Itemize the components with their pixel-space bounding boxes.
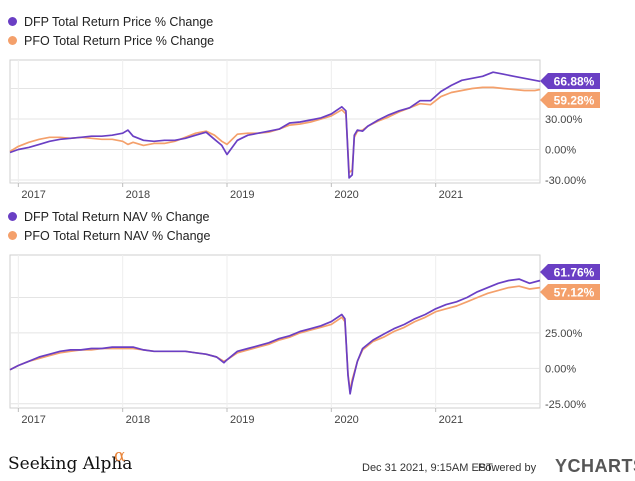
legend-item-pfo-nav[interactable]: PFO Total Return NAV % Change <box>8 226 210 245</box>
end-value-label: 66.88% <box>554 75 595 89</box>
legend-label: PFO Total Return NAV % Change <box>24 228 211 243</box>
y-tick-label: 0.00% <box>545 144 576 156</box>
powered-by-label: Powered by <box>478 462 537 474</box>
series-line-pfo[interactable] <box>9 285 541 392</box>
flag-shape <box>540 73 600 89</box>
y-tick-label: 30.00% <box>545 114 583 126</box>
legend-item-dfp-nav[interactable]: DFP Total Return NAV % Change <box>8 207 210 226</box>
price-chart: -30.00% 0.00% 30.00% 2017 2018 2019 2020 2021 66… <box>9 59 600 201</box>
alpha-logo-icon: α <box>114 446 126 466</box>
ycharts-y-mark: Y <box>555 456 568 476</box>
x-tick-label: 2017 <box>21 414 45 426</box>
end-value-flag: 59.28% <box>540 92 600 108</box>
x-tick-label: 2020 <box>334 189 358 201</box>
x-tick-label: 2020 <box>334 414 358 426</box>
end-value-flag: 57.12% <box>540 284 600 300</box>
legend-top: DFP Total Return Price % Change PFO Tota… <box>8 12 214 50</box>
plot-frame <box>9 59 541 184</box>
y-tick-label: -30.00% <box>545 175 586 187</box>
series-line-dfp[interactable] <box>9 278 541 395</box>
x-tick-label: 2017 <box>21 189 45 201</box>
x-tick-label: 2021 <box>439 414 463 426</box>
y-tick-label: 25.00% <box>545 328 583 340</box>
end-value-label: 59.28% <box>554 94 595 108</box>
x-tick-label: 2019 <box>230 189 254 201</box>
x-tick-label: 2018 <box>126 189 150 201</box>
legend-label: DFP Total Return Price % Change <box>24 14 214 29</box>
series-marker-icon <box>8 231 17 240</box>
y-tick-label: -25.00% <box>545 399 586 411</box>
ycharts-logo[interactable]: YCHARTS <box>555 456 635 477</box>
x-tick-label: 2021 <box>439 189 463 201</box>
legend-label: DFP Total Return NAV % Change <box>24 209 210 224</box>
series-marker-icon <box>8 36 17 45</box>
footer: Seeking Alpha α Dec 31 2021, 9:15AM EST.… <box>0 446 635 481</box>
legend-label: PFO Total Return Price % Change <box>24 33 215 48</box>
series-marker-icon <box>8 17 17 26</box>
flag-shape <box>540 264 600 280</box>
plot-frame <box>9 254 541 409</box>
y-tick-label: 0.00% <box>545 363 576 375</box>
legend-item-pfo-price[interactable]: PFO Total Return Price % Change <box>8 31 214 50</box>
end-value-flag: 61.76% <box>540 264 600 280</box>
end-value-label: 61.76% <box>554 266 595 280</box>
series-line-pfo[interactable] <box>9 86 541 174</box>
series-line-dfp[interactable] <box>9 71 541 179</box>
legend-bottom: DFP Total Return NAV % Change PFO Total … <box>8 207 210 245</box>
series-marker-icon <box>8 212 17 221</box>
nav-chart: -25.00% 0.00% 25.00% 2017 2018 2019 2020 2021 61… <box>9 254 600 426</box>
end-value-flag: 66.88% <box>540 73 600 89</box>
flag-shape <box>540 92 600 108</box>
flag-shape <box>540 284 600 300</box>
x-tick-label: 2018 <box>126 414 150 426</box>
seeking-alpha-logo[interactable]: Seeking Alpha <box>8 454 133 474</box>
end-value-label: 57.12% <box>554 286 595 300</box>
ycharts-wordmark: CHARTS <box>567 456 635 476</box>
legend-item-dfp-price[interactable]: DFP Total Return Price % Change <box>8 12 214 31</box>
timestamp: Dec 31 2021, 9:15AM EST. <box>362 462 495 474</box>
x-tick-label: 2019 <box>230 414 254 426</box>
